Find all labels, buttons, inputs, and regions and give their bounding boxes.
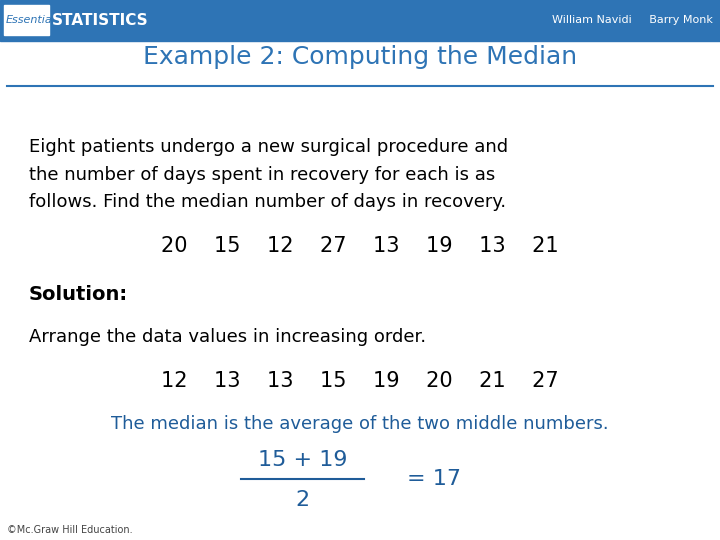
Text: William Navidi     Barry Monk: William Navidi Barry Monk [552, 15, 713, 25]
Text: 2: 2 [295, 489, 310, 510]
Bar [4, 5, 49, 35]
Text: 12    13    13    15    19    20    21    27: 12 13 13 15 19 20 21 27 [161, 370, 559, 391]
Text: 15 + 19: 15 + 19 [258, 450, 347, 470]
Text: Arrange the data values in increasing order.: Arrange the data values in increasing or… [29, 328, 426, 347]
Text: Example 2: Computing the Median: Example 2: Computing the Median [143, 45, 577, 69]
Text: = 17: = 17 [407, 469, 461, 489]
Text: The median is the average of the two middle numbers.: The median is the average of the two mid… [111, 415, 609, 433]
Text: ©Mc.Graw Hill Education.: ©Mc.Graw Hill Education. [7, 524, 132, 535]
Text: Solution:: Solution: [29, 285, 128, 304]
Bar [0, 0, 720, 40]
Text: 20    15    12    27    13    19    13    21: 20 15 12 27 13 19 13 21 [161, 235, 559, 256]
Text: Essential: Essential [6, 15, 55, 25]
Text: STATISTICS: STATISTICS [52, 13, 148, 28]
Text: Eight patients undergo a new surgical procedure and
the number of days spent in : Eight patients undergo a new surgical pr… [29, 138, 508, 211]
